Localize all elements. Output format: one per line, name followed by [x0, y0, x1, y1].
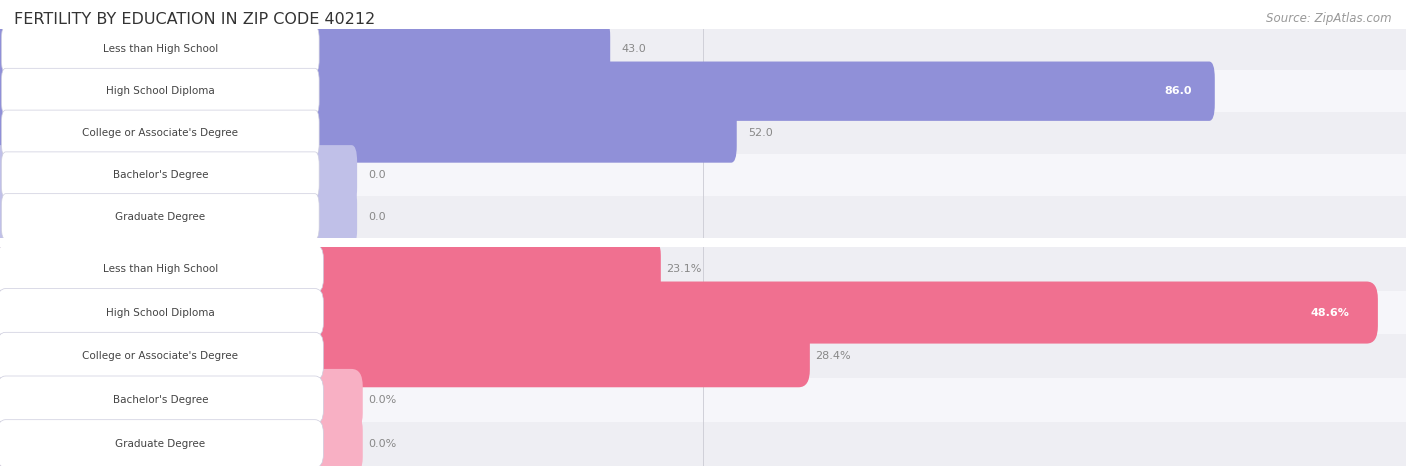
FancyBboxPatch shape: [0, 238, 661, 300]
FancyBboxPatch shape: [1, 152, 319, 198]
FancyBboxPatch shape: [0, 376, 323, 424]
Text: Graduate Degree: Graduate Degree: [115, 211, 205, 222]
Text: 52.0: 52.0: [748, 128, 773, 138]
Text: 28.4%: 28.4%: [815, 351, 851, 361]
Text: Less than High School: Less than High School: [103, 264, 218, 274]
FancyBboxPatch shape: [0, 20, 610, 79]
Text: 23.1%: 23.1%: [666, 264, 702, 274]
FancyBboxPatch shape: [0, 369, 363, 431]
Text: College or Associate's Degree: College or Associate's Degree: [83, 351, 238, 361]
Text: 48.6%: 48.6%: [1310, 307, 1350, 318]
FancyBboxPatch shape: [0, 282, 1378, 343]
Text: 86.0: 86.0: [1164, 86, 1192, 96]
Text: Source: ZipAtlas.com: Source: ZipAtlas.com: [1267, 12, 1392, 25]
FancyBboxPatch shape: [0, 420, 323, 467]
FancyBboxPatch shape: [1, 27, 319, 72]
FancyBboxPatch shape: [0, 62, 1215, 121]
FancyBboxPatch shape: [0, 145, 357, 204]
FancyBboxPatch shape: [0, 325, 810, 387]
Text: Bachelor's Degree: Bachelor's Degree: [112, 170, 208, 180]
FancyBboxPatch shape: [1, 194, 319, 239]
Text: 0.0%: 0.0%: [368, 438, 396, 449]
Text: High School Diploma: High School Diploma: [105, 307, 215, 318]
Bar: [0, 28, 1406, 70]
Text: 0.0: 0.0: [368, 211, 387, 222]
Text: 0.0%: 0.0%: [368, 395, 396, 405]
FancyBboxPatch shape: [0, 289, 323, 336]
Bar: [0, 334, 1406, 378]
Text: 0.0: 0.0: [368, 170, 387, 180]
Bar: [0, 196, 1406, 238]
Text: Graduate Degree: Graduate Degree: [115, 438, 205, 449]
FancyBboxPatch shape: [0, 332, 323, 380]
FancyBboxPatch shape: [0, 413, 363, 475]
Text: 43.0: 43.0: [621, 44, 647, 55]
Bar: [0, 247, 1406, 291]
Text: Bachelor's Degree: Bachelor's Degree: [112, 395, 208, 405]
Text: College or Associate's Degree: College or Associate's Degree: [83, 128, 238, 138]
Bar: [0, 422, 1406, 466]
Bar: [0, 112, 1406, 154]
FancyBboxPatch shape: [0, 245, 323, 293]
FancyBboxPatch shape: [0, 104, 737, 162]
Text: Less than High School: Less than High School: [103, 44, 218, 55]
Text: FERTILITY BY EDUCATION IN ZIP CODE 40212: FERTILITY BY EDUCATION IN ZIP CODE 40212: [14, 12, 375, 27]
FancyBboxPatch shape: [0, 187, 357, 246]
Bar: [0, 154, 1406, 196]
Bar: [0, 70, 1406, 112]
Text: High School Diploma: High School Diploma: [105, 86, 215, 96]
FancyBboxPatch shape: [1, 110, 319, 156]
Bar: [0, 291, 1406, 334]
FancyBboxPatch shape: [1, 68, 319, 114]
Bar: [0, 378, 1406, 422]
